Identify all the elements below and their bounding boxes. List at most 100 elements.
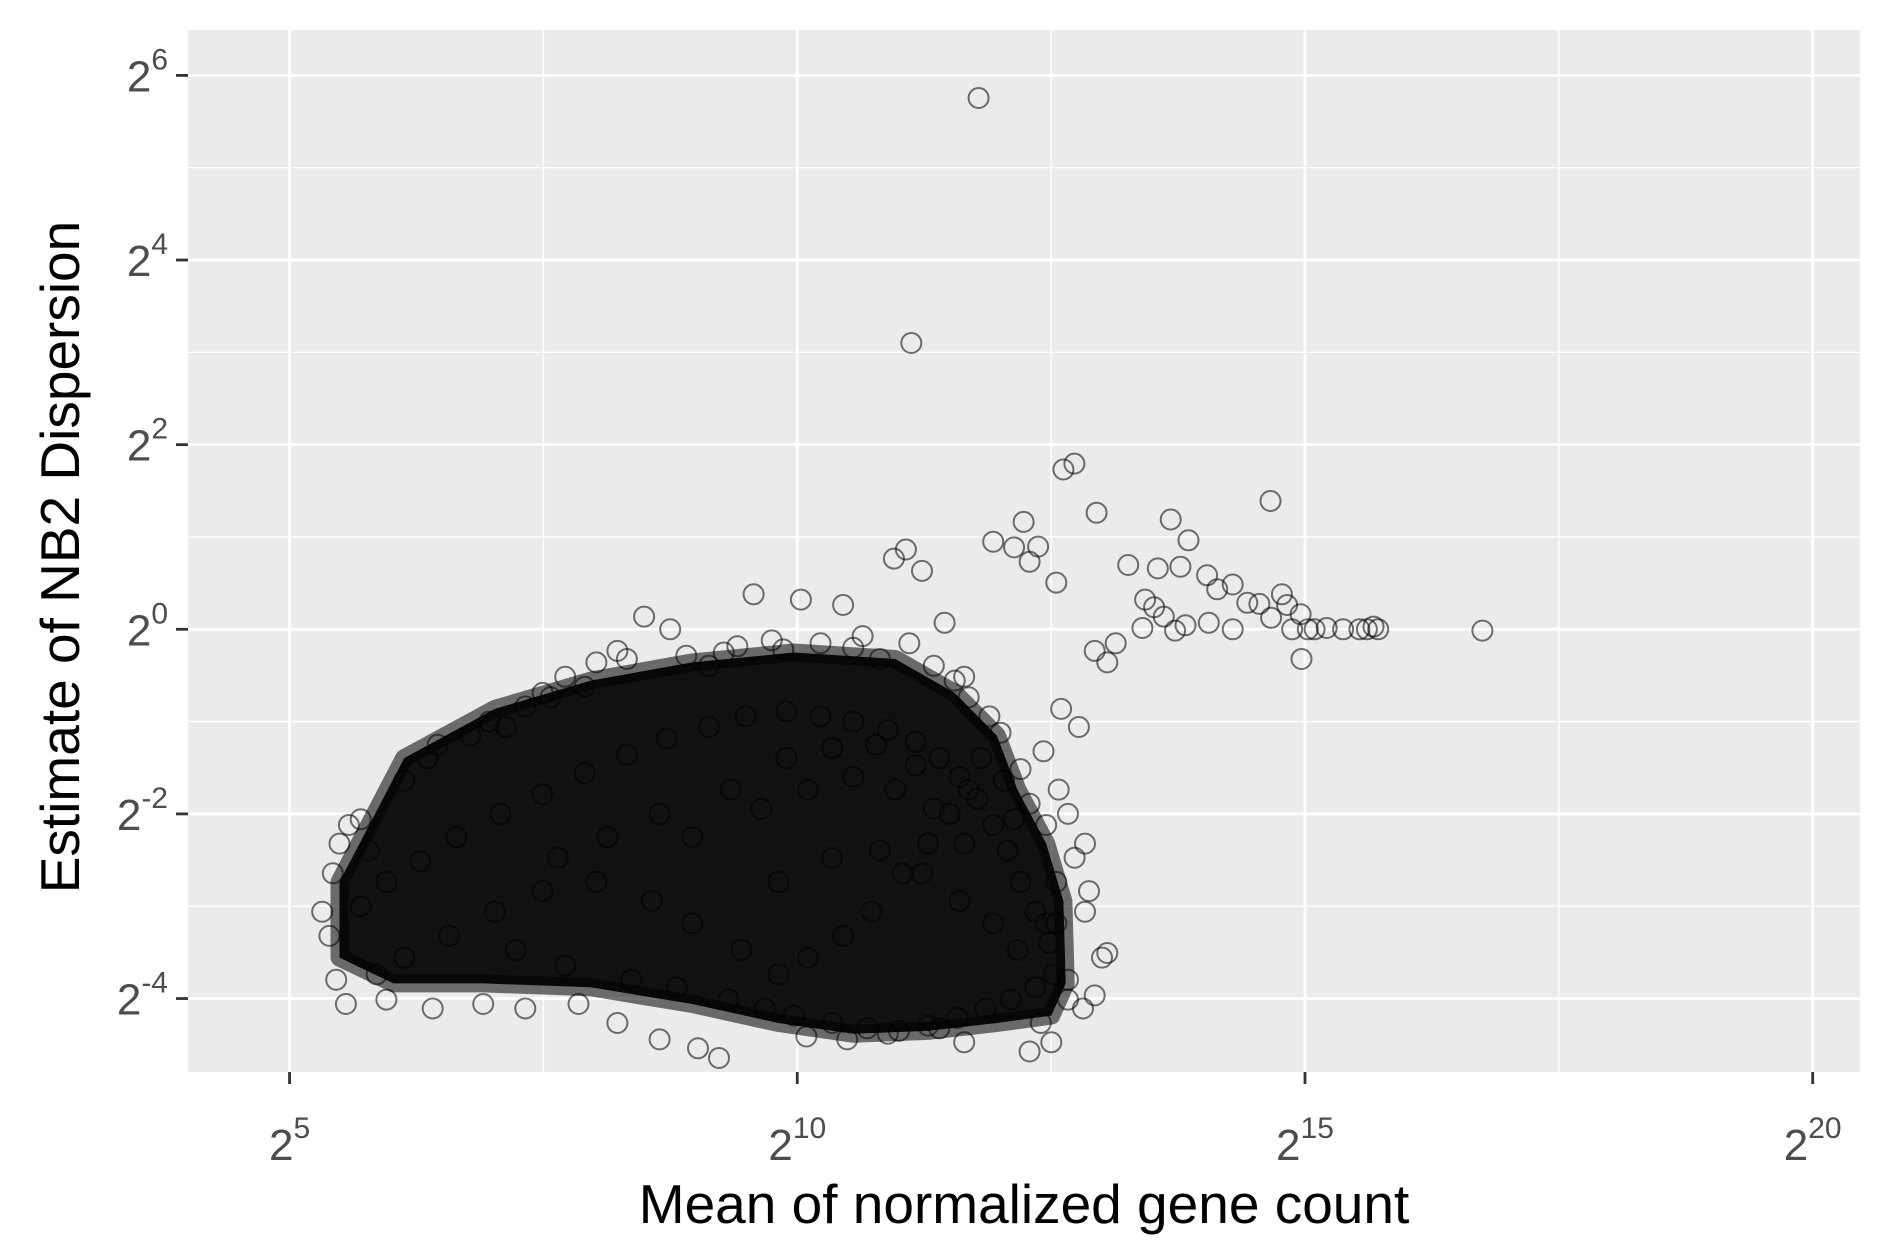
data-point bbox=[1018, 550, 1041, 573]
data-point bbox=[1348, 618, 1371, 641]
data-point bbox=[1018, 1040, 1041, 1063]
data-point bbox=[349, 895, 372, 918]
x-tick-label: 220 bbox=[1784, 1112, 1842, 1170]
data-point bbox=[648, 1028, 671, 1051]
data-point bbox=[393, 770, 416, 792]
data-point bbox=[615, 648, 638, 670]
data-point bbox=[1003, 536, 1026, 559]
data-point bbox=[1169, 555, 1192, 578]
data-point bbox=[767, 870, 790, 893]
data-point bbox=[953, 665, 976, 688]
data-point bbox=[911, 559, 933, 582]
data-point bbox=[888, 1019, 910, 1042]
y-tick-label: 26 bbox=[127, 43, 168, 101]
data-point bbox=[648, 802, 671, 825]
data-point bbox=[928, 747, 951, 770]
data-point bbox=[856, 1017, 879, 1040]
data-point bbox=[842, 710, 865, 733]
data-point bbox=[567, 993, 590, 1015]
data-point bbox=[554, 954, 577, 977]
data-point bbox=[999, 988, 1022, 1011]
data-point bbox=[970, 747, 993, 770]
data-point bbox=[1067, 716, 1090, 738]
data-point bbox=[1009, 758, 1032, 781]
data-point bbox=[712, 641, 735, 664]
y-tick-label: 2-2 bbox=[117, 782, 168, 840]
data-point bbox=[974, 997, 997, 1020]
data-point bbox=[966, 787, 989, 810]
data-point bbox=[472, 993, 495, 1015]
data-point bbox=[789, 588, 812, 611]
data-point bbox=[717, 988, 740, 1011]
data-point bbox=[1206, 578, 1229, 601]
data-point bbox=[753, 997, 776, 1020]
data-point bbox=[573, 762, 596, 784]
data-point bbox=[494, 716, 517, 738]
data-point bbox=[832, 594, 855, 616]
data-point bbox=[409, 850, 432, 873]
data-point bbox=[1006, 939, 1029, 961]
data-point bbox=[375, 988, 398, 1011]
data-point bbox=[1221, 573, 1244, 596]
data-point bbox=[531, 880, 554, 903]
data-point bbox=[478, 710, 501, 733]
data-point bbox=[321, 862, 344, 885]
data-point bbox=[898, 632, 921, 655]
data-point bbox=[1003, 808, 1026, 831]
data-point bbox=[821, 1012, 844, 1034]
data-point bbox=[1355, 618, 1378, 641]
data-point bbox=[876, 1022, 899, 1045]
data-point bbox=[900, 332, 923, 354]
point-density-cloud bbox=[330, 643, 1075, 1043]
data-point bbox=[1083, 984, 1106, 1007]
data-point bbox=[1063, 846, 1086, 869]
data-point bbox=[665, 976, 688, 999]
y-axis-title: Estimate of NB2 Dispersion bbox=[29, 220, 91, 894]
data-point bbox=[585, 870, 608, 893]
data-point bbox=[514, 997, 537, 1020]
data-point bbox=[365, 963, 388, 986]
data-point bbox=[655, 727, 678, 750]
data-point bbox=[1029, 1012, 1052, 1034]
data-point bbox=[697, 716, 720, 738]
data-point bbox=[1091, 946, 1113, 969]
data-point bbox=[585, 651, 608, 674]
data-point bbox=[393, 946, 416, 969]
data-point bbox=[860, 900, 883, 923]
data-point bbox=[884, 778, 907, 801]
data-point bbox=[606, 1012, 629, 1034]
data-point bbox=[742, 583, 765, 606]
data-point bbox=[633, 605, 656, 628]
data-point bbox=[681, 826, 704, 849]
data-point bbox=[943, 669, 966, 692]
data-point bbox=[1018, 792, 1041, 815]
data-point bbox=[982, 912, 1005, 935]
data-point bbox=[917, 832, 939, 855]
y-tick-label: 22 bbox=[127, 413, 168, 471]
data-point bbox=[1057, 802, 1079, 825]
data-point bbox=[438, 924, 460, 947]
data-point bbox=[730, 939, 753, 961]
data-point bbox=[1074, 832, 1096, 855]
data-point bbox=[989, 721, 1012, 744]
data-point bbox=[982, 530, 1005, 553]
data-point bbox=[996, 839, 1019, 862]
data-point bbox=[1074, 900, 1096, 923]
data-point bbox=[1236, 591, 1259, 614]
data-point bbox=[1164, 619, 1187, 642]
data-point bbox=[1367, 618, 1390, 641]
data-point bbox=[1152, 605, 1175, 628]
data-point bbox=[868, 839, 891, 862]
data-point bbox=[445, 826, 468, 849]
y-tick-label: 2-4 bbox=[117, 967, 168, 1025]
data-point bbox=[982, 814, 1005, 836]
data-point bbox=[514, 695, 537, 718]
data-point bbox=[1131, 617, 1154, 639]
data-point bbox=[917, 1014, 939, 1037]
data-point bbox=[821, 737, 844, 759]
data-point bbox=[1471, 619, 1494, 642]
data-point bbox=[1052, 458, 1075, 481]
data-point bbox=[782, 1004, 805, 1027]
data-point bbox=[1045, 571, 1068, 594]
